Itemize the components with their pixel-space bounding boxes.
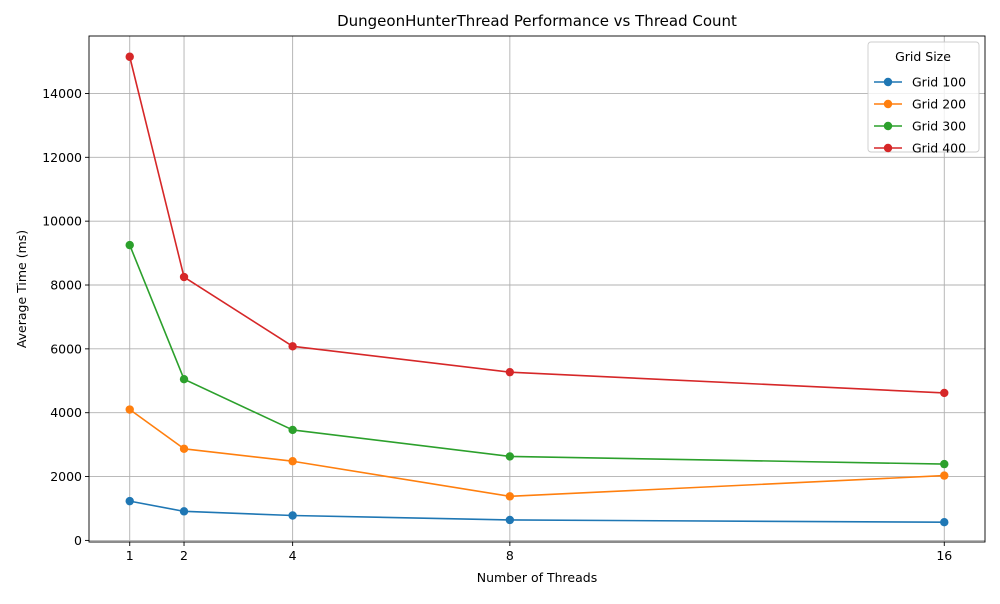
series-grid-100 bbox=[125, 496, 949, 527]
data-point bbox=[179, 507, 189, 516]
series-grid-200 bbox=[125, 405, 949, 501]
data-point bbox=[125, 496, 134, 506]
legend-marker bbox=[883, 143, 893, 153]
series-line bbox=[129, 408, 945, 498]
y-tick-label: 2000 bbox=[50, 469, 82, 484]
plot-frame bbox=[88, 35, 986, 543]
series-line bbox=[128, 56, 945, 394]
legend-marker bbox=[883, 77, 893, 87]
y-axis-label: Average Time (ms) bbox=[14, 230, 29, 348]
grid bbox=[89, 36, 985, 542]
y-tick-label: 12000 bbox=[42, 150, 82, 165]
legend-marker bbox=[883, 99, 893, 109]
y-tick-label: 4000 bbox=[50, 405, 82, 420]
legend-label: Grid 100 bbox=[912, 75, 966, 90]
y-tick-label: 10000 bbox=[42, 214, 82, 229]
legend-item: Grid 200 bbox=[874, 97, 966, 112]
legend-label: Grid 300 bbox=[912, 119, 966, 134]
data-point bbox=[179, 272, 189, 282]
data-point bbox=[505, 367, 515, 377]
data-point bbox=[125, 405, 134, 414]
data-point bbox=[940, 388, 949, 398]
data-point bbox=[179, 374, 189, 384]
data-point bbox=[940, 518, 949, 527]
y-axis-ticks: 0 2000 4000 6000 8000 10000 12000 14000 bbox=[42, 86, 89, 548]
x-axis-ticks: 1 2 4 8 16 bbox=[126, 542, 952, 563]
x-tick-label: 4 bbox=[289, 548, 297, 563]
y-tick-label: 14000 bbox=[42, 86, 82, 101]
legend-box bbox=[867, 41, 980, 153]
legend-label: Grid 400 bbox=[912, 141, 966, 156]
legend-title: Grid Size bbox=[895, 49, 951, 64]
series-group bbox=[125, 52, 949, 527]
x-tick-label: 16 bbox=[936, 548, 952, 563]
series-grid-300 bbox=[125, 240, 949, 469]
series-line bbox=[128, 244, 945, 465]
data-point bbox=[288, 457, 297, 466]
data-point bbox=[505, 492, 515, 501]
legend-marker bbox=[883, 121, 893, 131]
data-point bbox=[288, 511, 297, 520]
data-point bbox=[288, 342, 297, 351]
data-point bbox=[505, 452, 515, 461]
y-tick-label: 8000 bbox=[50, 278, 82, 293]
legend-items: Grid 100 Grid 200 Grid 300 Grid 400 bbox=[874, 75, 966, 156]
data-point bbox=[940, 471, 949, 480]
x-tick-label: 2 bbox=[180, 548, 188, 563]
data-point bbox=[505, 515, 515, 525]
data-point bbox=[125, 52, 134, 61]
chart-title: DungeonHunterThread Performance vs Threa… bbox=[337, 12, 737, 30]
x-tick-label: 1 bbox=[126, 548, 134, 563]
series-line bbox=[129, 500, 945, 524]
legend-item: Grid 400 bbox=[874, 141, 966, 156]
data-point bbox=[288, 425, 297, 435]
series-grid-400 bbox=[125, 52, 949, 398]
legend-item: Grid 100 bbox=[874, 75, 966, 90]
data-point bbox=[940, 459, 949, 469]
legend-item: Grid 300 bbox=[874, 119, 966, 134]
x-tick-label: 8 bbox=[506, 548, 514, 563]
data-point bbox=[125, 240, 134, 250]
data-point bbox=[179, 444, 189, 453]
y-tick-label: 0 bbox=[74, 533, 82, 548]
legend-label: Grid 200 bbox=[912, 97, 966, 112]
y-tick-label: 6000 bbox=[50, 341, 82, 356]
x-axis-label: Number of Threads bbox=[477, 570, 597, 585]
legend: Grid Size Grid 100 Grid 200 Grid 300 Grid 4… bbox=[867, 41, 980, 156]
